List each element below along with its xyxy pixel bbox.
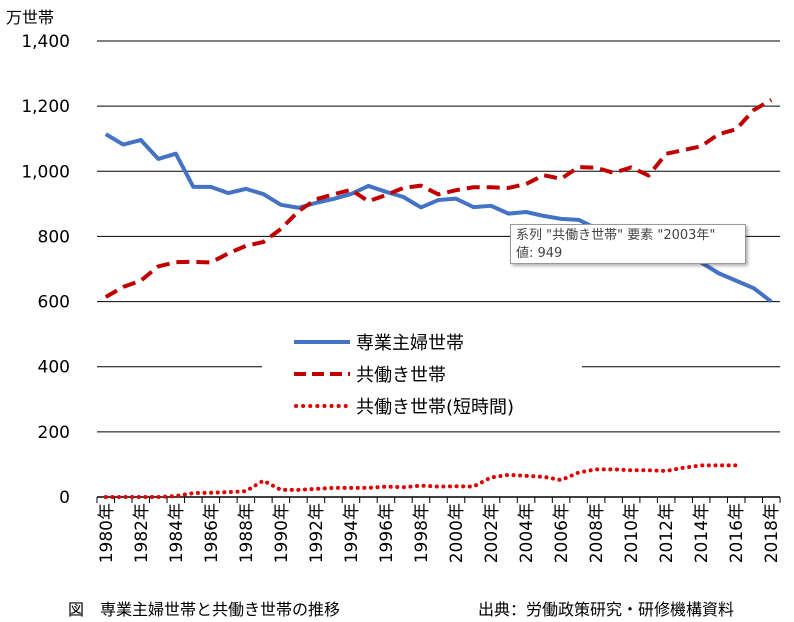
tooltip-value: 値: 949: [516, 246, 563, 261]
x-tick-label: 2000年: [447, 503, 467, 563]
tooltip: 系列 "共働き世帯" 要素 "2003年" 値: 949: [510, 224, 746, 264]
x-tick-label: 2010年: [622, 503, 642, 563]
y-tick-label: 600: [38, 293, 70, 313]
legend-swatch-dotted: [294, 404, 350, 408]
y-tick-label: 1,000: [21, 162, 70, 182]
y-axis-unit: 万世帯: [6, 8, 55, 27]
y-tick-label: 1,400: [21, 32, 70, 52]
legend-label: 共働き世帯: [356, 365, 446, 386]
x-tick-label: 1984年: [167, 503, 187, 563]
x-tick-label: 1986年: [202, 503, 222, 563]
y-tick-label: 800: [38, 227, 70, 247]
legend-item-housewife: 専業主婦世帯: [294, 328, 464, 356]
legend-swatch-dashed: [294, 372, 350, 376]
x-tick-label: 1988年: [237, 503, 257, 563]
x-tick-label: 1992年: [307, 503, 327, 563]
x-tick-label: 1982年: [132, 503, 152, 563]
x-tick-label: 1994年: [342, 503, 362, 563]
legend-item-dual-income: 共働き世帯: [294, 360, 446, 388]
x-tick-label: 2016年: [727, 503, 747, 563]
tooltip-series: 系列 "共働き世帯" 要素 "2003年": [516, 228, 716, 243]
x-tick-label: 1996年: [377, 503, 397, 563]
x-tick-label: 1990年: [272, 503, 292, 563]
legend: 専業主婦世帯 共働き世帯 共働き世帯(短時間): [262, 328, 582, 420]
x-tick-label: 2008年: [587, 503, 607, 563]
x-tick-label: 2012年: [657, 503, 677, 563]
figure-caption: 図 専業主婦世帯と共働き世帯の推移: [68, 600, 341, 619]
x-tick-label: 1980年: [97, 503, 117, 563]
series-line-3: [103, 463, 739, 499]
y-tick-label: 200: [38, 423, 70, 443]
x-tick-label: 2002年: [482, 503, 502, 563]
x-tick-label: 2018年: [762, 503, 782, 563]
legend-swatch-solid: [294, 340, 350, 344]
x-tick-label: 1998年: [412, 503, 432, 563]
y-tick-label: 1,200: [21, 97, 70, 117]
series-line-2: [104, 98, 773, 299]
legend-label: 専業主婦世帯: [356, 333, 464, 354]
legend-label: 共働き世帯(短時間): [356, 397, 515, 418]
x-tick-label: 2006年: [552, 503, 572, 563]
series-line-1: [104, 132, 773, 304]
legend-item-short-time: 共働き世帯(短時間): [294, 392, 514, 420]
source-caption: 出典：労働政策研究・研修機構資料: [478, 600, 735, 619]
x-tick-label: 2004年: [517, 503, 537, 563]
y-tick-label: 400: [38, 358, 70, 378]
x-tick-label: 2014年: [692, 503, 712, 563]
y-tick-label: 0: [59, 488, 70, 508]
